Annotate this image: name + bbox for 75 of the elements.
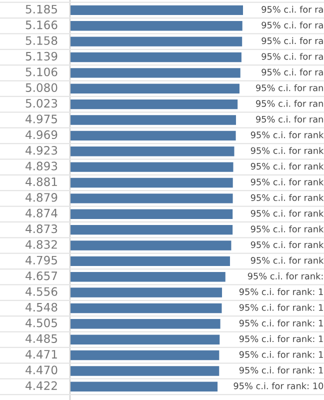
data-label: 5.080 [26, 83, 58, 92]
data-label: 5.166 [26, 20, 58, 30]
annotation: 95% c.i. for rank: 1 [239, 288, 323, 296]
data-label: 4.893 [26, 162, 58, 170]
bar [70, 366, 220, 376]
data-label: 4.657 [26, 271, 58, 280]
text: 95% c.i. for rank [250, 194, 324, 202]
bar [70, 288, 222, 298]
bar [70, 99, 238, 110]
annotation: 95% c.i. for rank: 10 [234, 382, 324, 390]
data-label: 4.470 [26, 366, 58, 374]
data-label: 5.023 [26, 98, 58, 108]
annotation: 95% c.i. for rank: 1 [239, 320, 323, 326]
data-label: 4.879 [26, 193, 58, 202]
data-label: 4.795 [26, 256, 57, 265]
data-label: 4.923 [26, 146, 58, 155]
bar [70, 350, 220, 360]
data-label: 4.422 [26, 381, 57, 390]
bar [70, 209, 233, 219]
bar [70, 382, 218, 392]
data-label: 5.106 [26, 68, 58, 76]
text: 95% c.i. for ra [262, 52, 323, 60]
bar [70, 319, 220, 329]
bar [70, 256, 230, 266]
data-label: 4.975 [26, 114, 57, 124]
data-label: 4.881 [26, 177, 57, 186]
data-label: 4.471 [26, 350, 57, 358]
bar [70, 68, 240, 78]
text: 95% c.i. for rank [250, 256, 324, 264]
data-label: 5.139 [26, 52, 58, 61]
data-label: 4.873 [26, 224, 58, 234]
data-label: 4.832 [26, 240, 57, 249]
bar [70, 224, 233, 235]
text: 95% c.i. for rank: [248, 272, 323, 280]
annotation: 95% c.i. for rank: 1 [239, 366, 323, 374]
text: 95% c.i. for rank [250, 147, 324, 154]
text: 95% c.i. for rank [250, 226, 324, 232]
bar [70, 115, 236, 125]
bar [70, 194, 233, 204]
text: 95% c.i. for rank [250, 162, 324, 170]
text: 95% c.i. for ran [256, 84, 323, 92]
text: 95% c.i. for ran [256, 116, 323, 123]
bar [70, 130, 236, 141]
text: 95% c.i. for ra [262, 6, 323, 13]
text: 95% c.i. for ra [262, 37, 323, 44]
bar [70, 178, 233, 188]
text: 95% c.i. for rank [250, 131, 324, 138]
text: 95% c.i. for ra [262, 22, 323, 28]
bar [70, 162, 234, 172]
text: 95% c.i. for ran [256, 100, 323, 107]
data-label: 5.185 [26, 4, 57, 14]
text: 95% c.i. for rank [250, 210, 324, 217]
data-label: 4.548 [26, 302, 58, 312]
annotation: 95% c.i. for rank: 1 [239, 350, 323, 358]
bar [70, 52, 242, 62]
annotation: 95% c.i. for rank: 1 [239, 304, 323, 311]
bar [70, 272, 226, 282]
bar [70, 84, 240, 94]
text: 95% c.i. for rank [250, 178, 324, 186]
bar [70, 36, 242, 46]
bar [70, 334, 220, 344]
text: 95% c.i. for ra [262, 68, 323, 76]
data-label: 4.556 [26, 287, 58, 296]
bar [70, 21, 242, 31]
data-label: 4.505 [26, 318, 57, 328]
bar [70, 146, 234, 156]
data-label: 4.874 [26, 208, 58, 218]
data-label: 4.485 [26, 334, 57, 343]
annotation: 95% c.i. for rank: 1 [239, 335, 323, 342]
data-label: 4.969 [26, 130, 58, 140]
text: 95% c.i. for rank [250, 241, 324, 248]
data-label: 5.158 [26, 36, 58, 45]
bar [70, 5, 243, 16]
bar [70, 303, 222, 314]
bar [70, 240, 232, 250]
